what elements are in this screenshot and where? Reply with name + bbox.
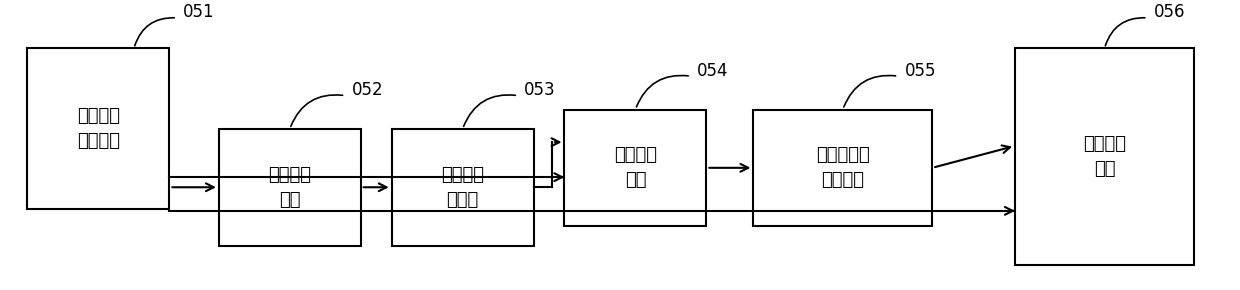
Text: 第一数据
复制单元: 第一数据 复制单元: [77, 108, 120, 151]
Text: 056: 056: [1154, 3, 1185, 21]
Text: 053: 053: [525, 81, 556, 99]
Bar: [218, 129, 361, 246]
Bar: [754, 110, 932, 226]
Text: 窗口过滤
单元: 窗口过滤 单元: [1083, 135, 1126, 178]
Bar: [564, 110, 707, 226]
Bar: [27, 48, 170, 209]
Text: 阈值降噪
单元: 阈值降噪 单元: [614, 146, 657, 189]
Text: 半方处理
单元: 半方处理 单元: [268, 166, 311, 209]
Bar: [392, 129, 533, 246]
Text: 051: 051: [184, 3, 215, 21]
Text: 052: 052: [351, 81, 383, 99]
Text: 极大值提
取单元: 极大值提 取单元: [441, 166, 484, 209]
Text: 心音特征值
获取单元: 心音特征值 获取单元: [816, 146, 869, 189]
Text: 054: 054: [697, 62, 729, 80]
Text: 055: 055: [904, 62, 936, 80]
Bar: [1016, 48, 1194, 265]
